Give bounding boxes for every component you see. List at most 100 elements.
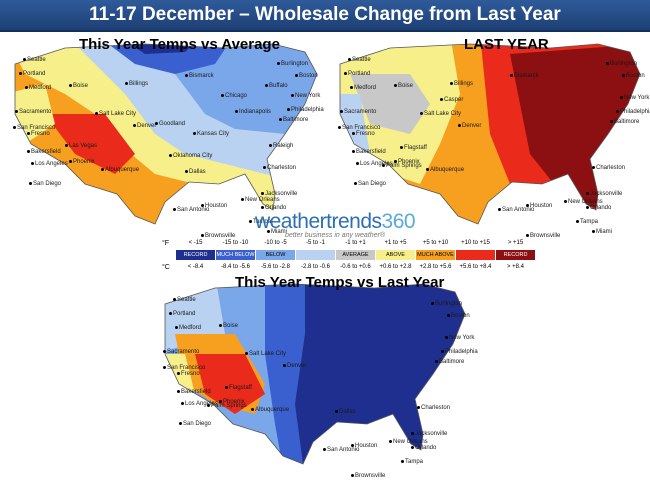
city-label: New Orleans	[393, 439, 428, 445]
legend-tick: > +8.4	[506, 264, 524, 270]
city-marker	[207, 404, 210, 407]
legend-swatch	[456, 250, 496, 260]
legend-tick: < -8.4	[187, 264, 204, 270]
city-label: Boston	[451, 313, 470, 319]
city-label: New York	[295, 93, 321, 99]
city-marker	[526, 204, 529, 207]
city-marker	[564, 200, 567, 203]
city-marker	[69, 84, 72, 87]
us-map-top-left	[14, 43, 318, 225]
city-label: Orlando	[415, 445, 437, 451]
city-marker	[616, 110, 619, 113]
city-label: Denver	[137, 123, 157, 129]
city-label: Miami	[596, 229, 612, 235]
city-marker	[29, 182, 32, 185]
city-marker	[249, 220, 252, 223]
city-label: Albuquerque	[430, 167, 465, 173]
city-label: Brownsville	[205, 233, 236, 239]
legend-tick: -5.6 to -2.8	[260, 264, 290, 270]
city-marker	[586, 192, 589, 195]
city-label: Denver	[462, 123, 482, 129]
city-label: Albuquerque	[255, 407, 290, 413]
city-marker	[133, 124, 136, 127]
legend-tick: -2.8 to -0.6	[300, 264, 330, 270]
city-marker	[287, 108, 290, 111]
legend-unit-f: °F	[162, 240, 170, 247]
city-label: Baltimore	[614, 119, 640, 125]
city-label: Jacksonville	[265, 191, 298, 197]
city-label: Boise	[398, 83, 414, 89]
legend-tick: +2.8 to +5.6	[419, 264, 452, 270]
city-marker	[417, 406, 420, 409]
city-marker	[219, 324, 222, 327]
city-label: Los Angeles	[35, 161, 68, 167]
city-marker	[245, 352, 248, 355]
city-label: San Antonio	[502, 207, 535, 213]
legend-swatch: MUCH BELOW	[216, 250, 256, 260]
brand-name-part-b: 360	[381, 210, 416, 233]
city-label: Billings	[129, 81, 149, 87]
city-marker	[263, 166, 266, 169]
city-label: Burlington	[281, 61, 309, 67]
city-marker	[335, 410, 338, 413]
legend-tick: +0.6 to +2.8	[379, 264, 412, 270]
city-marker	[622, 74, 625, 77]
city-label: Kansas City	[197, 131, 230, 137]
city-marker	[586, 206, 589, 209]
city-marker	[526, 234, 529, 237]
city-label: Salt Lake City	[99, 111, 137, 117]
legend-unit-c: °C	[162, 264, 170, 271]
legend-swatch	[296, 250, 336, 260]
city-label: Philadelphia	[445, 349, 478, 355]
city-label: Fresno	[181, 371, 200, 377]
city-label: New York	[624, 95, 650, 101]
city-label: New Orleans	[568, 199, 603, 205]
city-marker	[65, 144, 68, 147]
brand-name: weathertrends360	[230, 210, 440, 234]
city-marker	[269, 144, 272, 147]
city-marker	[201, 204, 204, 207]
city-marker	[185, 74, 188, 77]
brand-tagline: better business in any weather®	[284, 232, 386, 239]
city-marker	[173, 208, 176, 211]
city-label: San Diego	[183, 421, 212, 427]
city-label: Las Vegas	[69, 143, 98, 149]
city-label: Dallas	[189, 169, 206, 175]
city-label: Charleston	[421, 405, 451, 411]
legend-swatch: MUCH ABOVE	[416, 250, 456, 260]
city-marker	[163, 366, 166, 369]
city-marker	[350, 86, 353, 89]
city-marker	[606, 62, 609, 65]
city-label: San Francisco	[17, 125, 56, 131]
city-marker	[338, 126, 341, 129]
city-label: Baltimore	[283, 117, 309, 123]
city-marker	[69, 160, 72, 163]
city-label: Portland	[23, 71, 46, 77]
city-label: Fresno	[31, 131, 50, 137]
city-label: Tampa	[580, 219, 599, 225]
city-label: Boston	[626, 73, 645, 79]
city-label: Burlington	[435, 301, 463, 307]
city-marker	[348, 58, 351, 61]
city-marker	[441, 350, 444, 353]
city-label: Orlando	[590, 205, 612, 211]
city-marker	[411, 432, 414, 435]
city-label: Brownsville	[355, 473, 386, 479]
us-map-top-right	[339, 43, 641, 225]
city-label: Portland	[348, 71, 371, 77]
city-label: Seattle	[27, 57, 46, 63]
city-marker	[125, 82, 128, 85]
city-marker	[576, 220, 579, 223]
city-label: Bismarck	[514, 73, 539, 79]
city-marker	[181, 402, 184, 405]
legend-tick: +10 to +15	[461, 240, 490, 246]
city-label: Bakersfield	[181, 389, 211, 395]
city-marker	[225, 386, 228, 389]
city-marker	[356, 162, 359, 165]
title-bar: 11-17 December – Wholesale Change from L…	[0, 0, 650, 32]
city-label: Sacramento	[19, 109, 52, 115]
city-label: San Antonio	[177, 207, 210, 213]
city-marker	[251, 408, 254, 411]
legend-swatch: RECORD WARM	[496, 250, 536, 260]
city-label: San Francisco	[342, 125, 381, 131]
